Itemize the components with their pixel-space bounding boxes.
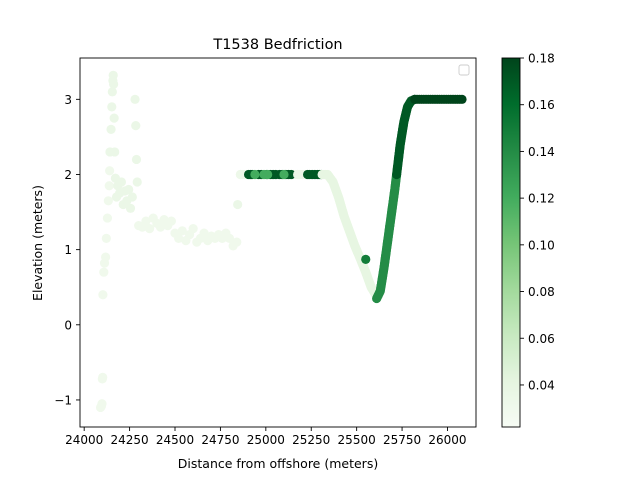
data-points: [95, 70, 467, 413]
data-point: [107, 102, 117, 112]
data-point: [155, 222, 166, 232]
data-point: [101, 252, 111, 262]
colorbar-tick-label: 0.14: [528, 145, 555, 159]
x-tick-label: 24250: [110, 433, 148, 447]
y-axis-label: Elevation (meters): [30, 185, 45, 301]
y-tick-label: −1: [54, 393, 72, 407]
data-point: [125, 203, 136, 213]
data-point: [233, 199, 243, 210]
y-tick-label: 1: [64, 243, 72, 257]
x-tick-label: 24750: [201, 433, 239, 447]
x-tick-label: 25750: [383, 433, 421, 447]
data-point: [279, 169, 289, 180]
data-point: [98, 372, 108, 382]
data-point: [130, 94, 140, 104]
data-point: [131, 121, 141, 131]
x-axis: 24000 24250 24500 24750 25000 25250 25500 25750…: [65, 427, 467, 447]
colorbar-tick-label: 0.18: [528, 52, 555, 66]
data-point: [99, 267, 109, 277]
data-point: [124, 184, 134, 195]
data-point: [224, 233, 235, 243]
data-point: [174, 233, 184, 243]
y-axis: −1 0 1 2 3: [54, 93, 80, 407]
data-point: [144, 224, 155, 234]
colorbar-tick-label: 0.06: [528, 332, 555, 346]
x-tick-label: 24500: [156, 433, 194, 447]
x-axis-label: Distance from offshore (meters): [178, 456, 378, 471]
legend-box: [458, 64, 470, 76]
data-point: [110, 147, 120, 157]
colorbar-tick-label: 0.12: [528, 192, 555, 206]
data-point: [116, 177, 127, 187]
data-point: [263, 169, 273, 180]
data-point: [109, 79, 119, 89]
data-point: [457, 94, 467, 104]
x-tick-label: 25500: [338, 433, 376, 447]
y-tick-label: 2: [64, 168, 72, 182]
data-point: [97, 399, 107, 409]
x-tick-label: 25000: [247, 433, 285, 447]
colorbar-tick-label: 0.08: [528, 285, 555, 299]
x-tick-label: 25250: [292, 433, 330, 447]
plot-frame: [79, 57, 477, 428]
data-point: [109, 113, 119, 123]
x-tick-label: 26000: [428, 433, 466, 447]
data-point: [101, 233, 111, 243]
data-point: [127, 192, 137, 202]
data-point: [102, 213, 113, 223]
data-point: [250, 169, 260, 180]
data-point: [103, 196, 113, 206]
colorbar: [501, 57, 521, 428]
data-point: [286, 169, 296, 180]
data-point: [131, 154, 142, 165]
y-tick-label: 0: [64, 318, 72, 332]
chart-title: T1538 Bedfriction: [212, 37, 342, 53]
data-point: [141, 216, 151, 226]
colorbar-tick-label: 0.16: [528, 98, 555, 112]
data-point: [107, 87, 117, 97]
data-point: [104, 181, 114, 191]
colorbar-tick-label: 0.04: [528, 378, 555, 392]
data-point: [166, 216, 176, 226]
data-point: [232, 237, 242, 247]
colorbar-tick-label: 0.10: [528, 238, 555, 252]
data-point: [98, 290, 108, 300]
data-point: [199, 228, 209, 238]
colorbar-ticks: 0.04 0.06 0.08 0.10 0.12 0.14 0.16 0.18: [520, 52, 555, 392]
y-tick-label: 3: [64, 93, 72, 107]
data-point: [108, 70, 118, 80]
x-tick-label: 24000: [65, 433, 103, 447]
data-point: [177, 226, 187, 236]
data-point: [188, 224, 198, 234]
data-point: [105, 166, 115, 176]
data-point: [106, 124, 116, 134]
data-point: [132, 177, 142, 187]
data-point: [361, 254, 371, 265]
